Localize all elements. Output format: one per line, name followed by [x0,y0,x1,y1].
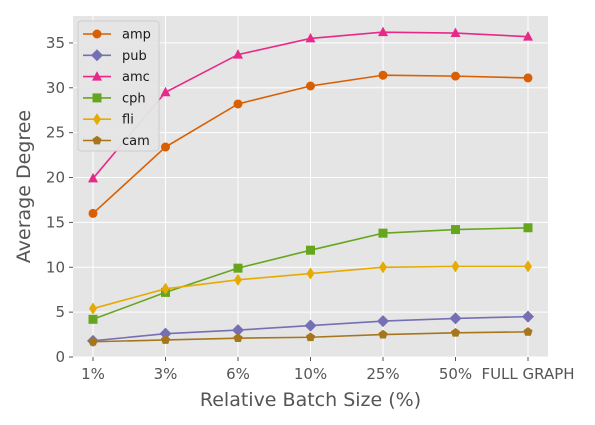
data-point-amc [160,86,171,97]
data-point-amp [378,70,388,80]
legend-label: amp [122,28,151,43]
data-point-pub [377,315,389,328]
legend-item-fli: fli [83,113,134,128]
data-point-cam [88,336,98,346]
data-point-fli [89,302,97,315]
legend-label: cph [122,91,146,106]
data-point-cph [378,228,388,238]
data-point-cph [451,225,460,235]
data-point-cam [523,327,533,336]
data-point-pub [304,319,317,332]
data-point-cam [305,332,316,342]
legend-marker [91,49,103,62]
data-point-amc [450,27,461,38]
data-point-amp [233,99,243,109]
data-point-amc [233,49,243,59]
legend-item-amc: amc [83,70,150,85]
y-axis-label: Average Degree [13,110,35,263]
data-point-cph [306,245,315,255]
x-tick-label: 6% [226,365,250,383]
data-point-amc [378,26,388,37]
data-point-pub [232,324,244,337]
x-tick-label: 50% [439,365,472,383]
series-fli [89,260,532,315]
data-point-cam [233,333,243,343]
data-point-fli [306,267,315,280]
data-point-fli [161,282,170,295]
data-point-fli [379,261,387,274]
x-axis-ticks: 1% 3% 6% 10% 25% 50% FULL GRAPH [81,357,575,383]
y-tick-label: 25 [46,124,65,142]
data-point-amp [161,142,170,152]
data-point-cam [378,329,388,339]
x-tick-label: 10% [294,365,327,383]
legend-item-pub: pub [83,49,147,64]
x-tick-label: 25% [366,365,399,383]
data-point-fli [234,273,242,286]
series-amp [88,70,533,218]
data-point-amp [88,208,98,218]
legend-marker [92,71,102,81]
data-point-amp [306,81,315,91]
series-cam [88,327,533,346]
data-point-amp [451,71,460,81]
y-tick-label: 35 [46,34,65,52]
y-tick-label: 0 [55,348,65,366]
data-point-cam [450,327,461,337]
legend-marker [92,135,102,145]
series-amc [88,26,533,183]
legend-label: pub [122,49,147,64]
x-axis-label: Relative Batch Size (%) [200,389,421,411]
legend-label: fli [122,113,134,128]
data-point-fli [451,260,460,273]
data-point-amc [305,32,316,43]
data-point-pub [522,310,534,323]
data-point-pub [449,312,462,325]
legend-marker [92,29,102,39]
data-point-cph [88,314,98,324]
data-point-cph [233,263,243,273]
x-tick-label: 1% [81,365,105,383]
y-axis-ticks: 0 5 10 15 20 25 30 35 [46,34,73,366]
data-point-pub [159,327,172,340]
series-layer [87,26,534,347]
y-tick-label: 20 [46,169,65,187]
x-tick-label: FULL GRAPH [481,365,574,383]
data-point-amp [523,73,533,83]
legend-item-amp: amp [83,28,151,43]
legend-label: cam [122,134,150,149]
legend-label: amc [122,70,150,85]
data-point-cph [523,223,533,233]
y-tick-label: 30 [46,79,65,97]
data-point-amc [523,31,533,41]
data-point-fli [524,260,532,273]
y-tick-label: 5 [55,303,65,321]
y-tick-label: 10 [46,258,65,276]
y-tick-label: 15 [46,213,65,231]
x-tick-label: 3% [154,365,178,383]
legend-item-cam: cam [83,134,150,149]
legend-item-cph: cph [83,91,146,106]
data-point-cam [160,335,171,344]
legend-marker [93,113,101,126]
legend-marker [92,93,102,103]
legend: amp pub amc cph fli cam [77,20,160,152]
data-point-amc [88,172,98,183]
